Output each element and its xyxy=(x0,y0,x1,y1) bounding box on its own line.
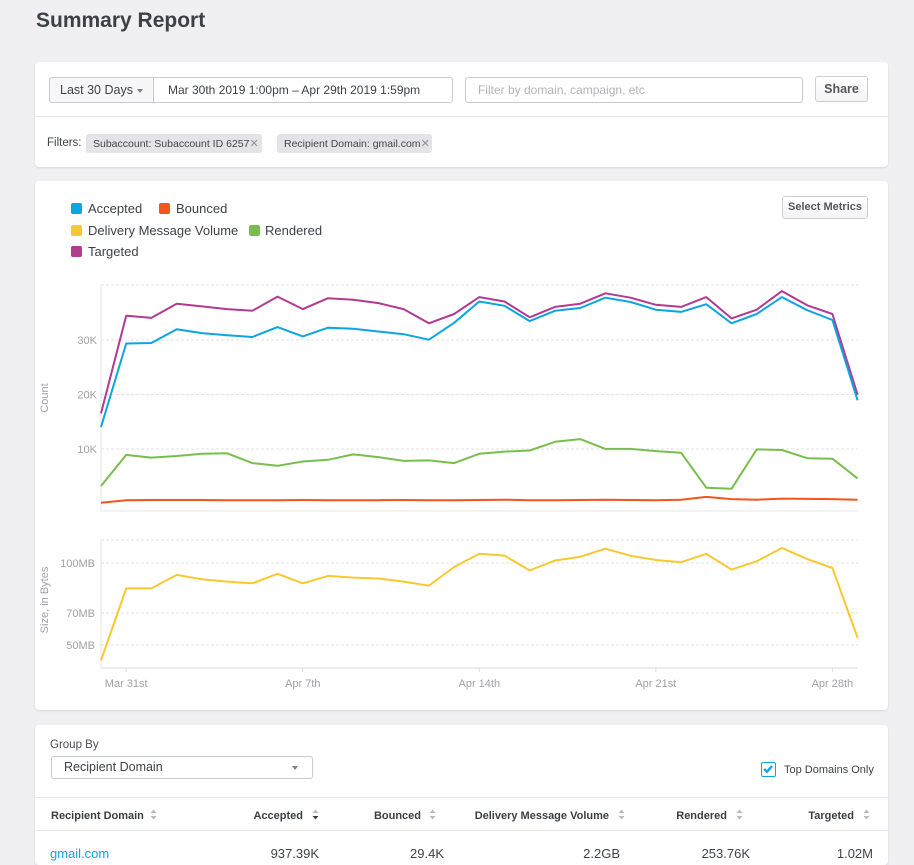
svg-text:Count: Count xyxy=(39,383,51,412)
svg-text:Mar 31st: Mar 31st xyxy=(105,678,148,690)
svg-text:20K: 20K xyxy=(77,390,97,402)
svg-text:Apr 7th: Apr 7th xyxy=(285,678,320,690)
svg-text:Size, in Bytes: Size, in Bytes xyxy=(39,566,51,633)
svg-text:100MB: 100MB xyxy=(60,558,95,570)
svg-text:50MB: 50MB xyxy=(66,640,95,652)
svg-text:10K: 10K xyxy=(77,444,97,456)
svg-text:Apr 28th: Apr 28th xyxy=(812,678,854,690)
svg-text:Apr 21st: Apr 21st xyxy=(635,678,676,690)
svg-text:70MB: 70MB xyxy=(66,608,95,620)
svg-text:Apr 14th: Apr 14th xyxy=(459,678,501,690)
svg-text:30K: 30K xyxy=(77,335,97,347)
